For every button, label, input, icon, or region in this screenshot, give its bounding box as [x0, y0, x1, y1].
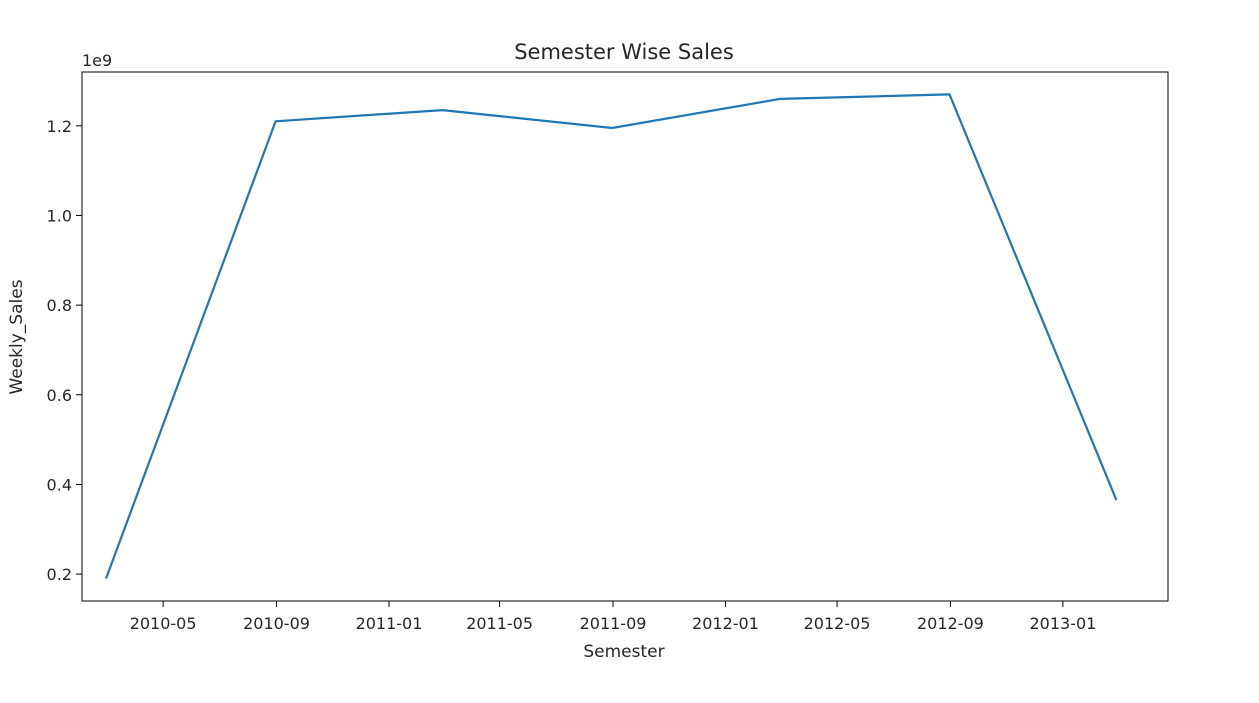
- x-tick-label: 2010-09: [243, 614, 310, 633]
- x-tick-label: 2013-01: [1029, 614, 1096, 633]
- chart-title: Semester Wise Sales: [514, 40, 734, 64]
- y-tick-label: 0.2: [47, 565, 72, 584]
- x-tick-label: 2012-01: [692, 614, 759, 633]
- x-tick-label: 2012-09: [917, 614, 984, 633]
- x-tick-label: 2011-09: [580, 614, 647, 633]
- y-tick-label: 0.6: [47, 386, 72, 405]
- x-tick-label: 2011-01: [356, 614, 423, 633]
- x-axis-label: Semester: [583, 642, 664, 662]
- y-tick-label: 0.4: [47, 475, 72, 494]
- y-tick-label: 1.2: [47, 117, 72, 136]
- series-layer: [104, 93, 1118, 579]
- x-tick-label: 2010-05: [130, 614, 197, 633]
- axis-ticks: 2010-05 2010-09 2011-01 2011-05 2011-09 2012-…: [47, 117, 1097, 633]
- y-tick-label: 0.8: [47, 296, 72, 315]
- x-tick-label: 2011-05: [466, 614, 533, 633]
- plot-frame: [81, 71, 1169, 602]
- y-axis-offset-label: 1e9: [82, 51, 112, 70]
- y-tick-label: 1.0: [47, 206, 72, 225]
- y-axis-label: Weekly_Sales: [7, 279, 27, 394]
- x-tick-label: 2012-05: [804, 614, 871, 633]
- series-line: [104, 93, 1118, 579]
